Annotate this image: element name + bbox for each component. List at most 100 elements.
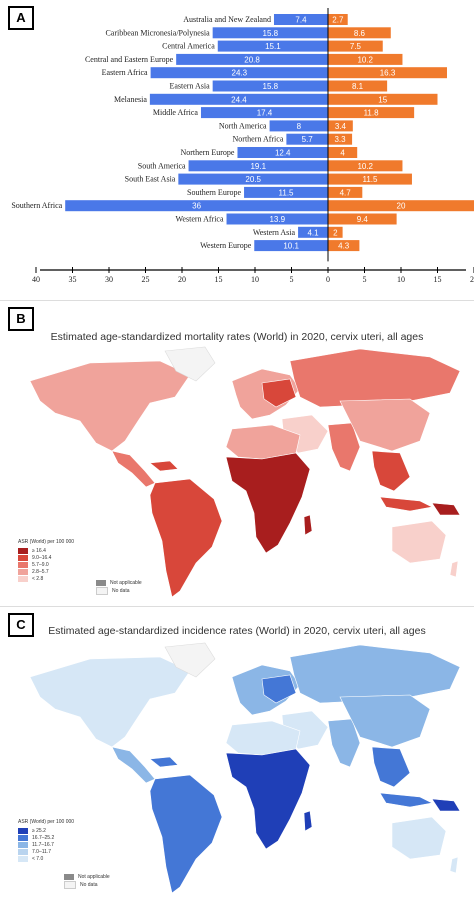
bar-right [328, 160, 403, 172]
legend-swatch [96, 580, 106, 586]
bar-left-value: 15.8 [263, 82, 279, 91]
legend-swatch [18, 848, 28, 855]
mortality-legend-row: 9.0–16.4 [18, 554, 74, 561]
butterfly-bar-chart: 7.4 2.7 Australia and New Zealand 15.8 8.6 Ca… [11, 8, 474, 282]
panel-b-tag: B [8, 307, 34, 331]
map-b-south-america [149, 478, 223, 598]
bar-left [237, 147, 328, 158]
bar-right [328, 40, 383, 52]
category-label: Melanesia [114, 95, 147, 104]
bar-left [150, 67, 328, 79]
bar-right-value: 3.4 [335, 122, 347, 131]
panel-c: C Estimated age-standardized incidence r… [0, 606, 474, 897]
map-b-central-america [111, 450, 156, 488]
bar-right-value: 16.3 [380, 69, 396, 78]
bar-left-value: 17.4 [257, 109, 273, 118]
bar-left [269, 120, 328, 132]
bar-right-value: 8.1 [352, 82, 364, 91]
legend-swatch [64, 881, 76, 889]
x-tick-label: 5 [290, 275, 294, 282]
legend-swatch [18, 561, 28, 568]
legend-swatch [18, 827, 28, 834]
map-c-eastern-europe [261, 674, 297, 704]
incidence-legend-row: ≥ 25.2 [18, 827, 74, 834]
bar-right [328, 226, 343, 238]
map-c-indonesia [379, 792, 433, 808]
map-b-caribbean [149, 460, 179, 472]
mortality-legend-row: 5.7–9.0 [18, 561, 74, 568]
x-tick-label: 20 [178, 275, 186, 282]
na-row: Not applicable [64, 873, 110, 881]
bar-right [328, 80, 388, 92]
map-c-australia [391, 816, 447, 860]
mortality-na-legend: Not applicable No data [96, 579, 142, 595]
incidence-legend-row: < 7.0 [18, 855, 74, 862]
bar-left [212, 80, 328, 92]
map-c-madagascar [303, 810, 313, 832]
map-c-south-america [149, 774, 223, 894]
map-b-greenland [164, 346, 216, 382]
x-tick-label: 15 [434, 275, 442, 282]
bar-left-value: 20.8 [244, 55, 260, 64]
bar-left [286, 133, 328, 145]
legend-swatch [18, 841, 28, 848]
bar-left [176, 53, 328, 65]
bar-right [328, 213, 397, 225]
map-c-east-asia [339, 694, 431, 748]
category-label: Southern Africa [11, 201, 62, 210]
mortality-map-title: Estimated age-standardized mortality rat… [50, 331, 424, 343]
bar-right [328, 53, 403, 65]
category-label: Caribbean Micronesia/Polynesia [105, 28, 210, 37]
na-label: Not applicable [78, 874, 110, 880]
map-c-melanesia [431, 798, 461, 812]
map-b-north-america [29, 360, 191, 452]
panel-a-tag: A [8, 6, 34, 30]
bar-right [328, 200, 474, 212]
bar-right-value: 10.2 [357, 55, 373, 64]
no-data-row: No data [64, 881, 110, 889]
legend-label: 9.0–16.4 [32, 554, 52, 561]
mortality-world-map [29, 346, 461, 598]
bar-right [328, 93, 438, 105]
bar-left [273, 14, 328, 25]
legend-label: < 7.0 [32, 855, 44, 862]
map-b-indonesia [379, 496, 433, 512]
bar-right [328, 27, 391, 39]
bar-right-value: 2.7 [332, 16, 344, 25]
bar-left-value: 12.4 [275, 149, 291, 158]
bar-right-value: 3.3 [334, 135, 346, 144]
bar-left-value: 13.9 [269, 215, 285, 224]
bar-left-value: 36 [192, 202, 201, 211]
mortality-legend: ASR (World) per 100 000 ≥ 16.4 9.0–16.4 … [18, 539, 74, 582]
legend-label: < 2.8 [32, 575, 44, 582]
bar-right-value: 11.8 [364, 109, 380, 118]
legend-swatch [18, 568, 28, 575]
mortality-legend-row: 2.8–5.7 [18, 568, 74, 575]
category-label: Eastern Africa [102, 68, 148, 77]
incidence-legend-title: ASR (World) per 100 000 [18, 819, 75, 825]
bar-left-value: 24.4 [231, 95, 247, 104]
map-c-greenland [164, 642, 216, 678]
legend-swatch [18, 855, 28, 862]
bar-left-value: 15.1 [265, 42, 281, 51]
category-label: Southern Europe [187, 188, 241, 197]
x-tick-label: 0 [326, 275, 330, 282]
bar-left [65, 200, 328, 212]
map-b-sub-saharan-africa [225, 452, 311, 554]
category-label: Northern Africa [233, 135, 284, 144]
legend-label: ≥ 25.2 [32, 827, 46, 834]
bar-right-value: 20 [397, 202, 406, 211]
bar-left-value: 19.1 [250, 162, 266, 171]
category-label: Central and Eastern Europe [85, 55, 174, 64]
bar-right [328, 14, 348, 25]
bar-right [328, 186, 363, 198]
mortality-legend-row: ≥ 16.4 [18, 547, 74, 554]
na-row: Not applicable [96, 579, 142, 587]
bar-right-value: 9.4 [357, 215, 369, 224]
map-c-caribbean [149, 756, 179, 768]
bar-left-value: 8 [297, 122, 302, 131]
bar-left [254, 240, 328, 252]
bar-left [178, 173, 328, 185]
map-b-east-asia [339, 398, 431, 452]
x-tick-label: 5 [363, 275, 367, 282]
